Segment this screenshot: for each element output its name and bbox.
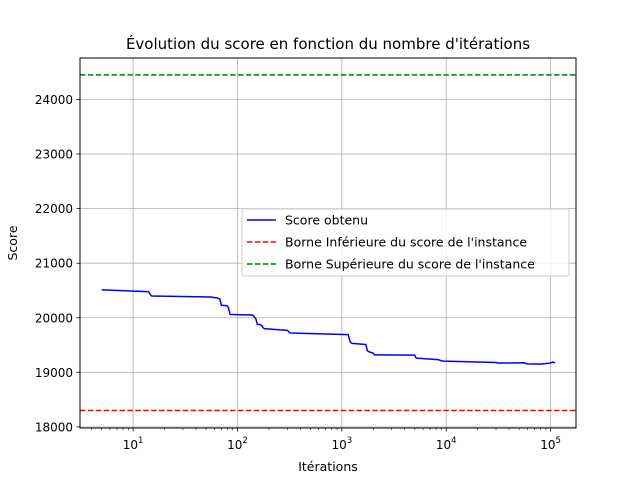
legend-entry: Borne Supérieure du score de l'instance [285,257,535,272]
x-tick-label: 103 [332,436,353,452]
y-tick-label: 19000 [35,366,73,380]
x-tick-label: 104 [436,436,457,452]
x-axis-label: Itérations [298,459,358,474]
series-0-line [101,289,556,365]
legend-entry: Borne Inférieure du score de l'instance [285,235,527,250]
y-tick-label: 23000 [35,148,73,162]
y-axis-label: Score [5,225,20,260]
axes-frame [79,57,577,429]
y-tick-label: 24000 [35,93,73,107]
plot-area [80,74,576,412]
legend-box [241,208,570,277]
y-tick-label: 20000 [35,311,73,325]
x-tick-label: 101 [123,436,144,452]
chart-title: Évolution du score en fonction du nombre… [126,34,530,53]
legend-entry: Score obtenu [285,213,368,228]
x-tick-label: 102 [227,436,248,452]
y-tick-label: 18000 [35,420,73,434]
x-tick-label: 105 [540,436,561,452]
axis-ticks: 101 102 103 104 105 18000 19000 20000 21000 22000… [35,93,561,452]
y-tick-label: 22000 [35,202,73,216]
legend: Score obtenu Borne Inférieure du score de… [241,208,570,277]
y-tick-label: 21000 [35,257,73,271]
